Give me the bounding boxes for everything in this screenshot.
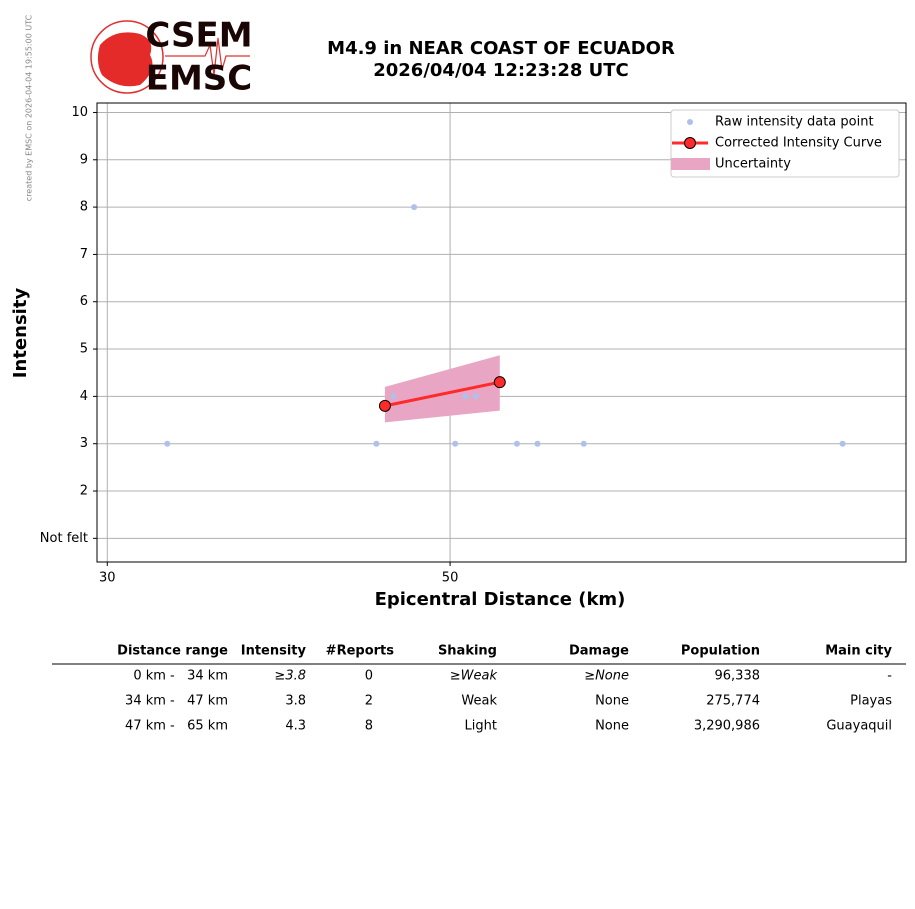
x-tick-label: 30 (99, 571, 116, 586)
raw-point (839, 440, 846, 447)
table-header: Intensity (241, 644, 307, 659)
table-cell: None (595, 719, 629, 734)
watermark: created by EMSC on 2026-04-04 19:55:00 U… (25, 14, 34, 201)
table-cell: Weak (461, 694, 497, 709)
x-axis-label: Epicentral Distance (km) (375, 589, 626, 610)
legend-marker (684, 137, 696, 149)
raw-point (452, 440, 459, 447)
raw-point (462, 393, 469, 400)
uncertainty-band (384, 355, 500, 423)
x-tick-label: 50 (442, 571, 459, 586)
raw-point (411, 204, 418, 211)
curve-point (493, 376, 506, 389)
legend-label: Corrected Intensity Curve (715, 136, 882, 151)
table-header: Damage (569, 644, 629, 659)
raw-point (390, 393, 397, 400)
table-cell: 34 km - 47 km (125, 694, 228, 709)
table-cell: 96,338 (715, 669, 761, 684)
raw-point (534, 440, 541, 447)
legend-marker (687, 119, 693, 125)
table-header: Population (681, 644, 760, 659)
logo-map (97, 32, 153, 87)
logo-top: CSEM (145, 16, 252, 56)
y-tick-label: 6 (80, 294, 88, 309)
legend-label: Uncertainty (715, 157, 791, 172)
legend-box (670, 109, 900, 178)
y-tick-label: 10 (71, 105, 88, 120)
curve-point (378, 399, 391, 412)
y-tick-label: 5 (80, 342, 88, 357)
logo-wave (165, 37, 250, 76)
legend-marker (671, 158, 710, 170)
y-tick-label: 4 (80, 389, 88, 404)
raw-point (373, 440, 380, 447)
raw-point (513, 440, 520, 447)
table-header: #Reports (326, 644, 395, 659)
y-tick-label: 3 (80, 436, 88, 451)
table-cell: Playas (850, 694, 892, 709)
y-tick-label: Not felt (40, 531, 88, 546)
chart-subtitle: 2026/04/04 12:23:28 UTC (373, 60, 629, 81)
table-cell: - (887, 669, 892, 684)
legend-label: Raw intensity data point (715, 115, 874, 130)
table-cell: 0 km - 34 km (133, 669, 228, 684)
table-cell: 47 km - 65 km (125, 719, 228, 734)
logo: CSEM EMSC (90, 16, 253, 99)
table-cell: Guayaquil (826, 719, 892, 734)
raw-point (580, 440, 587, 447)
raw-point (472, 393, 479, 400)
table-header: Shaking (438, 644, 497, 659)
chart-title: M4.9 in NEAR COAST OF ECUADOR (327, 38, 675, 59)
table-cell: Light (465, 719, 497, 734)
table-cell: 3,290,986 (694, 719, 760, 734)
table-cell: 4.3 (285, 719, 306, 734)
table-cell: 3.8 (285, 694, 306, 709)
table-cell: 275,774 (706, 694, 760, 709)
y-tick-label: 2 (80, 484, 88, 499)
logo-bottom: EMSC (146, 59, 253, 99)
y-axis-label: Intensity (10, 288, 31, 379)
y-tick-label: 7 (80, 247, 88, 262)
table-cell: 8 (365, 719, 373, 734)
table-cell: None (595, 694, 629, 709)
table-cell: ≥None (584, 669, 629, 684)
table-cell: ≥Weak (450, 669, 498, 684)
raw-point (164, 440, 171, 447)
y-tick-label: 8 (80, 200, 88, 215)
table-header: Distance range (117, 644, 228, 659)
y-tick-label: 9 (80, 152, 88, 167)
table-cell: 0 (365, 669, 373, 684)
table-cell: ≥3.8 (274, 669, 306, 684)
table-header: Main city (825, 644, 892, 659)
table-cell: 2 (365, 694, 373, 709)
curve-line (384, 380, 501, 408)
plot-frame (96, 102, 907, 563)
legend: Raw intensity data point Corrected Intens… (670, 109, 900, 178)
